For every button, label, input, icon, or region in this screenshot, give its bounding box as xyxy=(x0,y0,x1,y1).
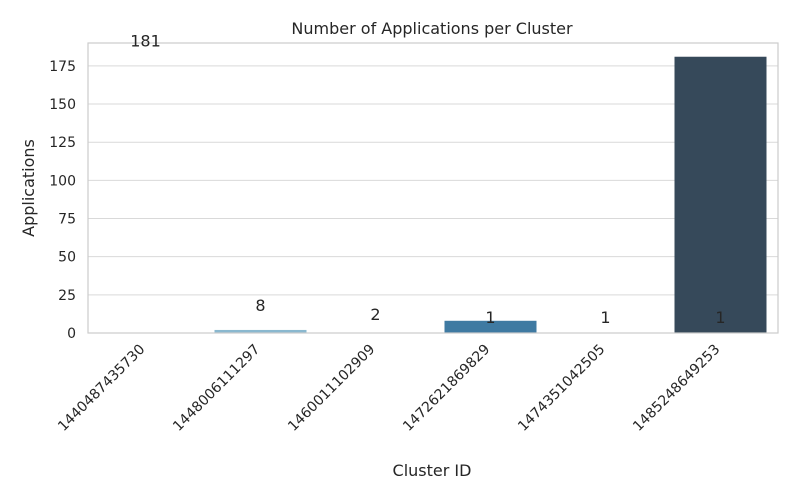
x-tick-label: 1448006111297 xyxy=(170,342,263,435)
y-tick-label: 125 xyxy=(49,135,76,151)
data-label: 8 xyxy=(255,296,265,315)
data-label: 181 xyxy=(130,32,161,51)
y-tick-label: 175 xyxy=(49,59,76,75)
y-tick-label: 25 xyxy=(58,288,76,304)
y-tick-label: 0 xyxy=(67,326,76,342)
x-tick-labels: 1440487435730 1448006111297 1460011102909 1… xyxy=(55,342,723,435)
bar xyxy=(214,329,307,333)
bars xyxy=(214,56,767,333)
x-tick-label: 1440487435730 xyxy=(55,342,148,435)
x-tick-label: 1460011102909 xyxy=(285,342,378,435)
chart-title: Number of Applications per Cluster xyxy=(291,19,573,38)
bar xyxy=(674,56,767,333)
x-tick-label: 1472621869829 xyxy=(400,342,493,435)
data-label: 1 xyxy=(715,308,725,327)
data-labels: 181 8 2 1 1 1 xyxy=(130,32,725,327)
data-label: 1 xyxy=(600,308,610,327)
y-tick-label: 100 xyxy=(49,173,76,189)
y-tick-label: 50 xyxy=(58,250,76,266)
x-axis-label: Cluster ID xyxy=(393,461,472,480)
plot-frame xyxy=(87,42,779,334)
data-label: 2 xyxy=(370,305,380,324)
y-axis-label: Applications xyxy=(19,139,38,237)
y-tick-label: 150 xyxy=(49,97,76,113)
data-label: 1 xyxy=(485,308,495,327)
bar xyxy=(444,320,537,333)
x-tick-label: 1474351042505 xyxy=(515,342,608,435)
y-tick-labels: 0 25 50 75 100 125 150 175 xyxy=(49,59,76,342)
x-tick-label: 1485248649253 xyxy=(630,342,723,435)
y-gridlines xyxy=(88,65,778,334)
y-tick-label: 75 xyxy=(58,212,76,228)
